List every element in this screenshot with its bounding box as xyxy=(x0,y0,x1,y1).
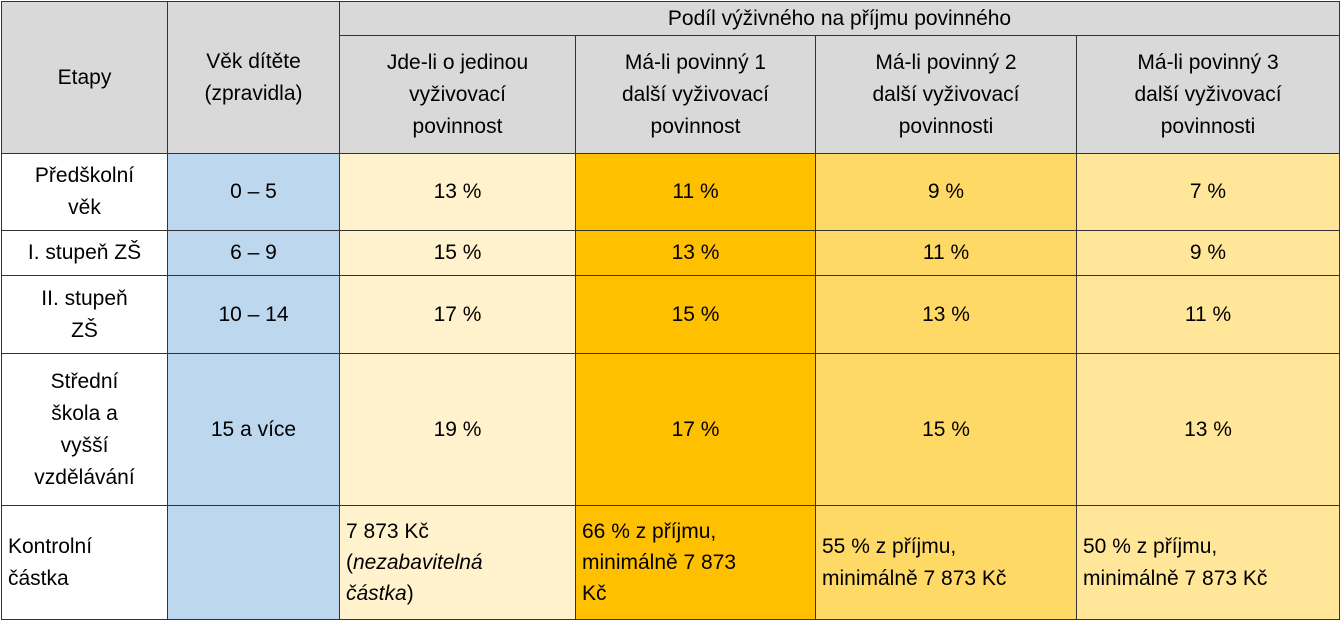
value-cell: 17 % xyxy=(339,275,576,354)
value-cell: 11 % xyxy=(575,153,816,231)
header-col-2: Má-li povinný 1 další vyživovací povinnost xyxy=(575,35,816,154)
age-cell: 6 – 9 xyxy=(167,230,340,276)
header-col-3: Má-li povinný 2 další vyživovací povinnost… xyxy=(815,35,1077,154)
header-col-4: Má-li povinný 3 další vyživovací povinnost… xyxy=(1075,35,1340,154)
value-cell: 17 % xyxy=(575,353,816,506)
control-col-2: 66 % z příjmu, minimálně 7 873 Kč xyxy=(575,505,816,620)
value-cell: 13 % xyxy=(1075,353,1340,506)
header-etapy: Etapy xyxy=(1,1,168,154)
value-cell: 11 % xyxy=(815,230,1077,276)
control-label: Kontrolní částka xyxy=(1,505,168,620)
control-row: Kontrolní částka 7 873 Kč (nezabavitelná čá… xyxy=(1,505,1340,620)
table-row: I. stupeň ZŠ 6 – 9 15 % 13 % 11 % 9 % xyxy=(1,230,1340,276)
value-cell: 15 % xyxy=(339,230,576,276)
table-row: Střední škola a vyšší vzdělávání 15 a více … xyxy=(1,353,1340,506)
table-row: Předškolní věk 0 – 5 13 % 11 % 9 % 7 % xyxy=(1,153,1340,231)
control-col-1: 7 873 Kč (nezabavitelná částka) xyxy=(339,505,576,620)
control-col-4: 50 % z příjmu, minimálně 7 873 Kč xyxy=(1075,505,1340,620)
header-col-1: Jde-li o jedinou vyživovací povinnost xyxy=(339,35,576,154)
value-cell: 15 % xyxy=(575,275,816,354)
stage-cell: Střední škola a vyšší vzdělávání xyxy=(1,353,168,506)
value-cell: 7 % xyxy=(1075,153,1340,231)
control-col-3: 55 % z příjmu, minimálně 7 873 Kč xyxy=(815,505,1077,620)
stage-cell: Předškolní věk xyxy=(1,153,168,231)
value-cell: 19 % xyxy=(339,353,576,506)
value-cell: 15 % xyxy=(815,353,1077,506)
stage-cell: I. stupeň ZŠ xyxy=(1,230,168,276)
control-age-cell xyxy=(167,505,340,620)
header-share: Podíl výživného na příjmu povinného xyxy=(338,1,1340,36)
header-age: Věk dítěte (zpravidla) xyxy=(167,1,340,154)
table-row: II. stupeň ZŠ 10 – 14 17 % 15 % 13 % 11 % xyxy=(1,275,1340,354)
stage-cell: II. stupeň ZŠ xyxy=(1,275,168,354)
value-cell: 13 % xyxy=(575,230,816,276)
value-cell: 13 % xyxy=(815,275,1077,354)
value-cell: 9 % xyxy=(1075,230,1340,276)
age-cell: 0 – 5 xyxy=(167,153,340,231)
value-cell: 11 % xyxy=(1075,275,1340,354)
age-cell: 10 – 14 xyxy=(167,275,340,354)
age-cell: 15 a více xyxy=(167,353,340,506)
value-cell: 9 % xyxy=(815,153,1077,231)
value-cell: 13 % xyxy=(339,153,576,231)
